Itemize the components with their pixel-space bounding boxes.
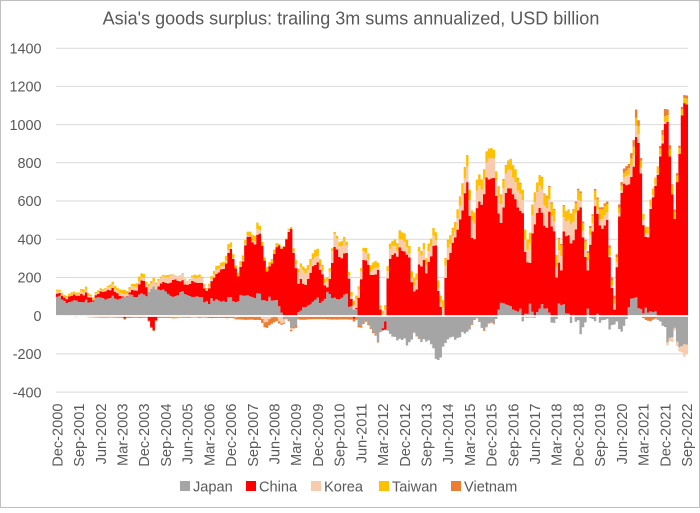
- svg-text:Dec-2012: Dec-2012: [398, 404, 414, 467]
- svg-text:Sep-2007: Sep-2007: [246, 404, 262, 467]
- svg-text:200: 200: [17, 271, 41, 287]
- svg-text:600: 600: [17, 194, 41, 210]
- svg-text:Sep-2004: Sep-2004: [159, 404, 175, 467]
- svg-text:Jun-2002: Jun-2002: [94, 404, 110, 465]
- svg-text:-200: -200: [13, 347, 42, 363]
- svg-text:Dec-2000: Dec-2000: [50, 404, 66, 467]
- svg-text:Jun-2008: Jun-2008: [268, 404, 284, 465]
- svg-text:Jun-2005: Jun-2005: [181, 404, 197, 465]
- svg-text:Taiwan: Taiwan: [392, 480, 437, 496]
- svg-text:Jun-2017: Jun-2017: [528, 404, 544, 465]
- svg-text:Mar-2006: Mar-2006: [202, 404, 218, 466]
- svg-text:Dec-2006: Dec-2006: [224, 404, 240, 467]
- svg-text:1200: 1200: [9, 80, 41, 96]
- svg-text:Mar-2012: Mar-2012: [376, 404, 392, 466]
- svg-text:Sep-2019: Sep-2019: [593, 404, 609, 467]
- svg-text:Mar-2003: Mar-2003: [116, 404, 132, 466]
- svg-text:-400: -400: [13, 385, 42, 401]
- svg-text:0: 0: [33, 309, 41, 325]
- svg-text:Asia's goods surplus: trailing: Asia's goods surplus: trailing 3m sums a…: [103, 9, 600, 29]
- svg-text:400: 400: [17, 233, 41, 249]
- svg-text:Dec-2009: Dec-2009: [311, 404, 327, 467]
- svg-text:Jun-2020: Jun-2020: [615, 404, 631, 465]
- svg-text:Sep-2001: Sep-2001: [72, 404, 88, 467]
- svg-text:Dec-2015: Dec-2015: [485, 404, 501, 467]
- svg-text:Sep-2016: Sep-2016: [506, 404, 522, 467]
- svg-text:Sep-2010: Sep-2010: [333, 404, 349, 467]
- svg-text:Dec-2018: Dec-2018: [571, 404, 587, 467]
- svg-text:Mar-2009: Mar-2009: [289, 404, 305, 466]
- svg-text:Korea: Korea: [324, 480, 364, 496]
- svg-text:1400: 1400: [9, 41, 41, 57]
- svg-text:Sep-2022: Sep-2022: [680, 404, 696, 467]
- svg-text:1000: 1000: [9, 118, 41, 134]
- svg-text:Mar-2021: Mar-2021: [637, 404, 653, 466]
- svg-text:Jun-2014: Jun-2014: [441, 404, 457, 465]
- svg-text:Mar-2018: Mar-2018: [550, 404, 566, 466]
- svg-text:Jun-2011: Jun-2011: [354, 404, 370, 464]
- svg-text:Mar-2015: Mar-2015: [463, 404, 479, 466]
- svg-text:Dec-2003: Dec-2003: [137, 404, 153, 467]
- svg-text:Vietnam: Vietnam: [464, 480, 517, 496]
- svg-text:China: China: [259, 480, 298, 496]
- svg-text:Dec-2021: Dec-2021: [658, 404, 674, 467]
- svg-text:Japan: Japan: [193, 480, 233, 496]
- svg-text:Sep-2013: Sep-2013: [420, 404, 436, 467]
- svg-text:800: 800: [17, 156, 41, 172]
